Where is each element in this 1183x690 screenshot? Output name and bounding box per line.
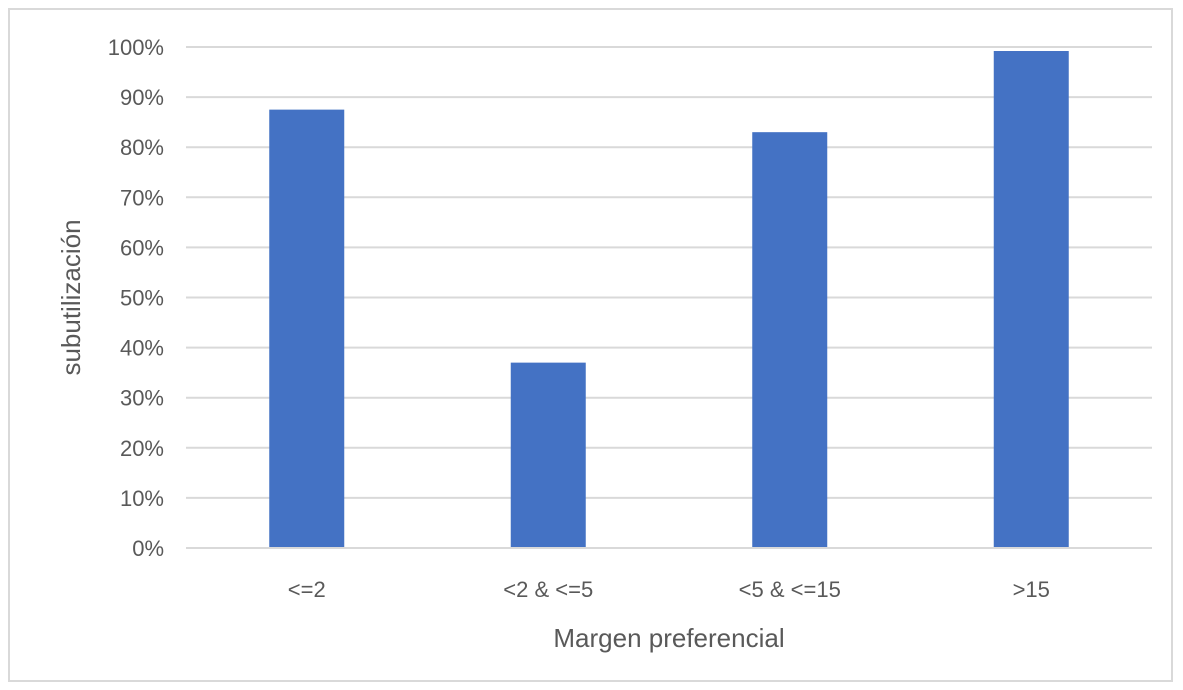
chart-frame	[8, 8, 1173, 682]
y-tick-label-100: 100%	[108, 35, 164, 60]
x-axis-title: Margen preferencial	[553, 623, 784, 653]
x-tick-label-4: >15	[1013, 577, 1050, 602]
bar-3	[752, 132, 828, 549]
bar-1	[269, 109, 345, 548]
x-tick-label-3: <5 & <=15	[739, 577, 841, 602]
y-tick-label-0: 0%	[132, 536, 164, 561]
bars	[269, 51, 1069, 549]
y-tick-label-70: 70%	[120, 185, 164, 210]
y-axis-title: subutilización	[56, 219, 86, 375]
y-tick-label-40: 40%	[120, 336, 164, 361]
y-tick-label-50: 50%	[120, 286, 164, 311]
x-tick-label-2: <2 & <=5	[503, 577, 593, 602]
y-tick-label-30: 30%	[120, 386, 164, 411]
y-tick-label-20: 20%	[120, 436, 164, 461]
y-tick-label-10: 10%	[120, 486, 164, 511]
y-tick-label-60: 60%	[120, 235, 164, 260]
x-tick-label-1: <=2	[288, 577, 326, 602]
y-tick-label-90: 90%	[120, 85, 164, 110]
bar-4	[993, 51, 1069, 549]
x-axis-tick-labels: <=2 <2 & <=5 <5 & <=15 >15	[288, 577, 1050, 602]
y-tick-label-80: 80%	[120, 135, 164, 160]
gridlines	[186, 46, 1152, 499]
y-axis-tick-labels: 0% 10% 20% 30% 40% 50% 60% 70% 80% 90% 100%	[108, 35, 164, 561]
bar-2	[510, 362, 586, 548]
